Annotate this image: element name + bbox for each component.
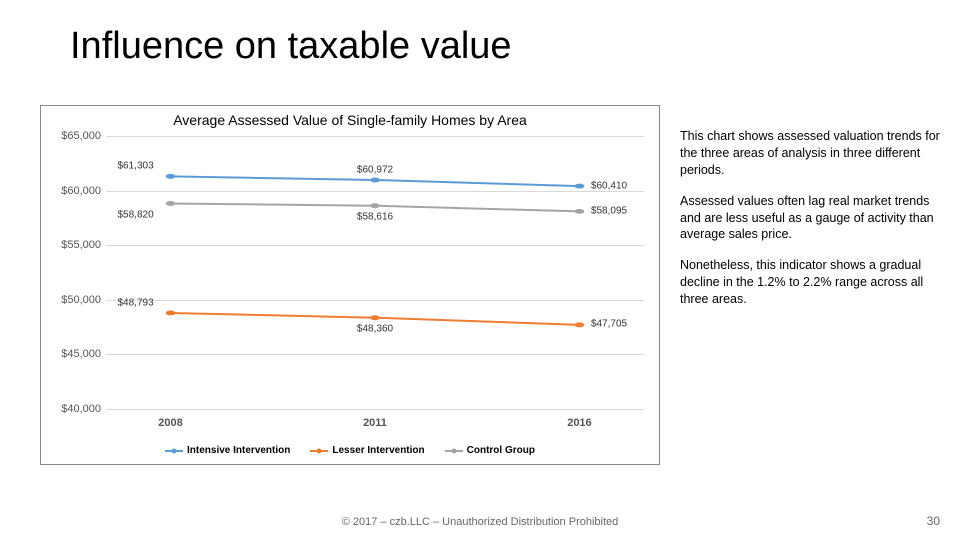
side-text: This chart shows assessed valuation tren… <box>680 128 940 322</box>
data-label: $61,303 <box>118 160 154 171</box>
gridline <box>106 191 644 192</box>
side-paragraph: Nonetheless, this indicator shows a grad… <box>680 257 940 308</box>
gridline <box>106 354 644 355</box>
series-marker <box>166 201 176 206</box>
x-axis-tick: 2016 <box>567 417 591 429</box>
y-axis-tick: $45,000 <box>46 348 101 360</box>
series-marker <box>575 322 585 327</box>
y-axis-tick: $50,000 <box>46 294 101 306</box>
chart-legend: Intensive Intervention Lesser Interventio… <box>41 444 659 457</box>
gridline <box>106 409 644 410</box>
series-marker <box>575 209 585 214</box>
series-marker <box>166 311 176 316</box>
chart-container: Average Assessed Value of Single-family … <box>40 105 660 465</box>
legend-item: Lesser Intervention <box>310 445 424 456</box>
x-axis-tick: 2011 <box>363 417 387 429</box>
y-axis-tick: $65,000 <box>46 130 101 142</box>
series-marker <box>370 315 380 320</box>
series-marker <box>370 178 380 183</box>
legend-marker-icon <box>172 448 177 453</box>
chart-title: Average Assessed Value of Single-family … <box>41 106 659 132</box>
chart-svg <box>106 136 644 409</box>
footer-text: © 2017 – czb.LLC – Unauthorized Distribu… <box>0 516 960 528</box>
gridline <box>106 300 644 301</box>
gridline <box>106 245 644 246</box>
gridline <box>106 136 644 137</box>
legend-swatch <box>165 450 183 452</box>
side-paragraph: Assessed values often lag real market tr… <box>680 193 940 244</box>
legend-item: Intensive Intervention <box>165 445 290 456</box>
series-marker <box>166 174 176 179</box>
legend-marker-icon <box>317 448 322 453</box>
series-marker <box>370 203 380 208</box>
series-marker <box>575 184 585 189</box>
y-axis-tick: $40,000 <box>46 403 101 415</box>
legend-label: Control Group <box>467 445 535 456</box>
data-label: $60,410 <box>591 180 627 191</box>
x-axis-tick: 2008 <box>158 417 182 429</box>
side-paragraph: This chart shows assessed valuation tren… <box>680 128 940 179</box>
legend-item: Control Group <box>445 445 535 456</box>
data-label: $48,360 <box>357 324 393 335</box>
legend-label: Intensive Intervention <box>187 445 290 456</box>
plot-area: $65,000$60,000$55,000$50,000$45,000$40,0… <box>106 136 644 409</box>
data-label: $60,972 <box>357 164 393 175</box>
y-axis-tick: $55,000 <box>46 239 101 251</box>
legend-label: Lesser Intervention <box>332 445 424 456</box>
data-label: $58,095 <box>591 205 627 216</box>
y-axis-tick: $60,000 <box>46 185 101 197</box>
legend-swatch <box>445 450 463 452</box>
data-label: $58,616 <box>357 212 393 223</box>
legend-swatch <box>310 450 328 452</box>
data-label: $47,705 <box>591 319 627 330</box>
data-label: $48,793 <box>118 297 154 308</box>
data-label: $58,820 <box>118 209 154 220</box>
legend-marker-icon <box>451 448 456 453</box>
slide-title: Influence on taxable value <box>70 25 512 68</box>
page-number: 30 <box>927 514 940 528</box>
